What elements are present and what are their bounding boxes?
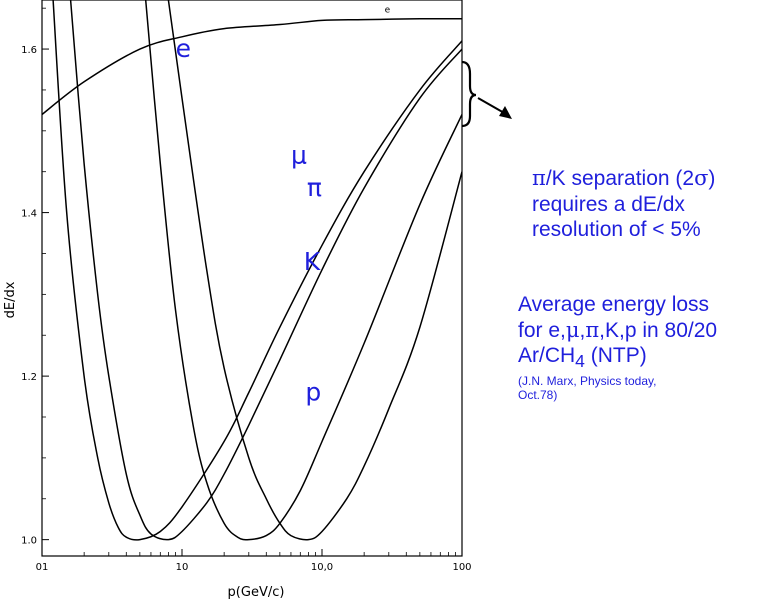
note-2-line-2: for e,μ,π,K,p in 80/20 bbox=[518, 317, 718, 342]
y-tick-label: 1.4 bbox=[21, 209, 37, 220]
curve-layer bbox=[42, 0, 462, 541]
y-axis-label: dE/dx bbox=[3, 281, 18, 318]
separation-note: π/K separation (2σ) requires a dE/dx resol… bbox=[532, 166, 715, 243]
series-label-4: K bbox=[304, 247, 321, 276]
arrow-line bbox=[477, 97, 507, 115]
curve-tag-e: e bbox=[385, 5, 391, 15]
note-2-line-3: Ar/CH4 (NTP) bbox=[518, 344, 647, 372]
y-tick-label: 1.0 bbox=[21, 536, 37, 547]
x-tick-label: 10 bbox=[176, 562, 189, 573]
plot-frame bbox=[41, 0, 463, 557]
curve-1 bbox=[42, 18, 462, 116]
y-tick-label: 1.2 bbox=[21, 372, 37, 383]
x-tick-label: 01 bbox=[36, 562, 49, 573]
note-2-line-1: Average energy loss bbox=[518, 293, 710, 316]
reference-note: (J.N. Marx, Physics today, Oct.78) bbox=[518, 373, 657, 402]
energy-loss-note: Average energy loss for e,μ,π,K,p in 80/2… bbox=[518, 292, 717, 402]
curve-2 bbox=[52, 0, 462, 541]
note-1-line-2: requires a dE/dx bbox=[532, 192, 685, 216]
x-axis-label: p(GeV/c) bbox=[228, 585, 285, 600]
y-tick-label: 1.6 bbox=[21, 45, 37, 56]
curve-3 bbox=[69, 0, 462, 541]
series-label-1: e bbox=[176, 34, 191, 63]
series-label-5: p bbox=[305, 378, 321, 407]
tick-layer: 1.0 1.2 1.4 1.6 01 10 10,0 100 bbox=[21, 7, 472, 573]
series-label-3: π bbox=[307, 173, 322, 202]
note-1-line-3: resolution of < 5% bbox=[532, 218, 701, 242]
x-tick-label: 100 bbox=[452, 562, 471, 573]
separation-brace bbox=[461, 60, 477, 128]
x-tick-label: 10,0 bbox=[311, 562, 333, 573]
arrow-head bbox=[499, 106, 512, 119]
series-label-2: μ bbox=[291, 141, 307, 170]
note-1-line-1: π/K separation (2σ) bbox=[532, 166, 716, 190]
curve-4 bbox=[144, 0, 462, 541]
curve-5 bbox=[167, 0, 462, 541]
